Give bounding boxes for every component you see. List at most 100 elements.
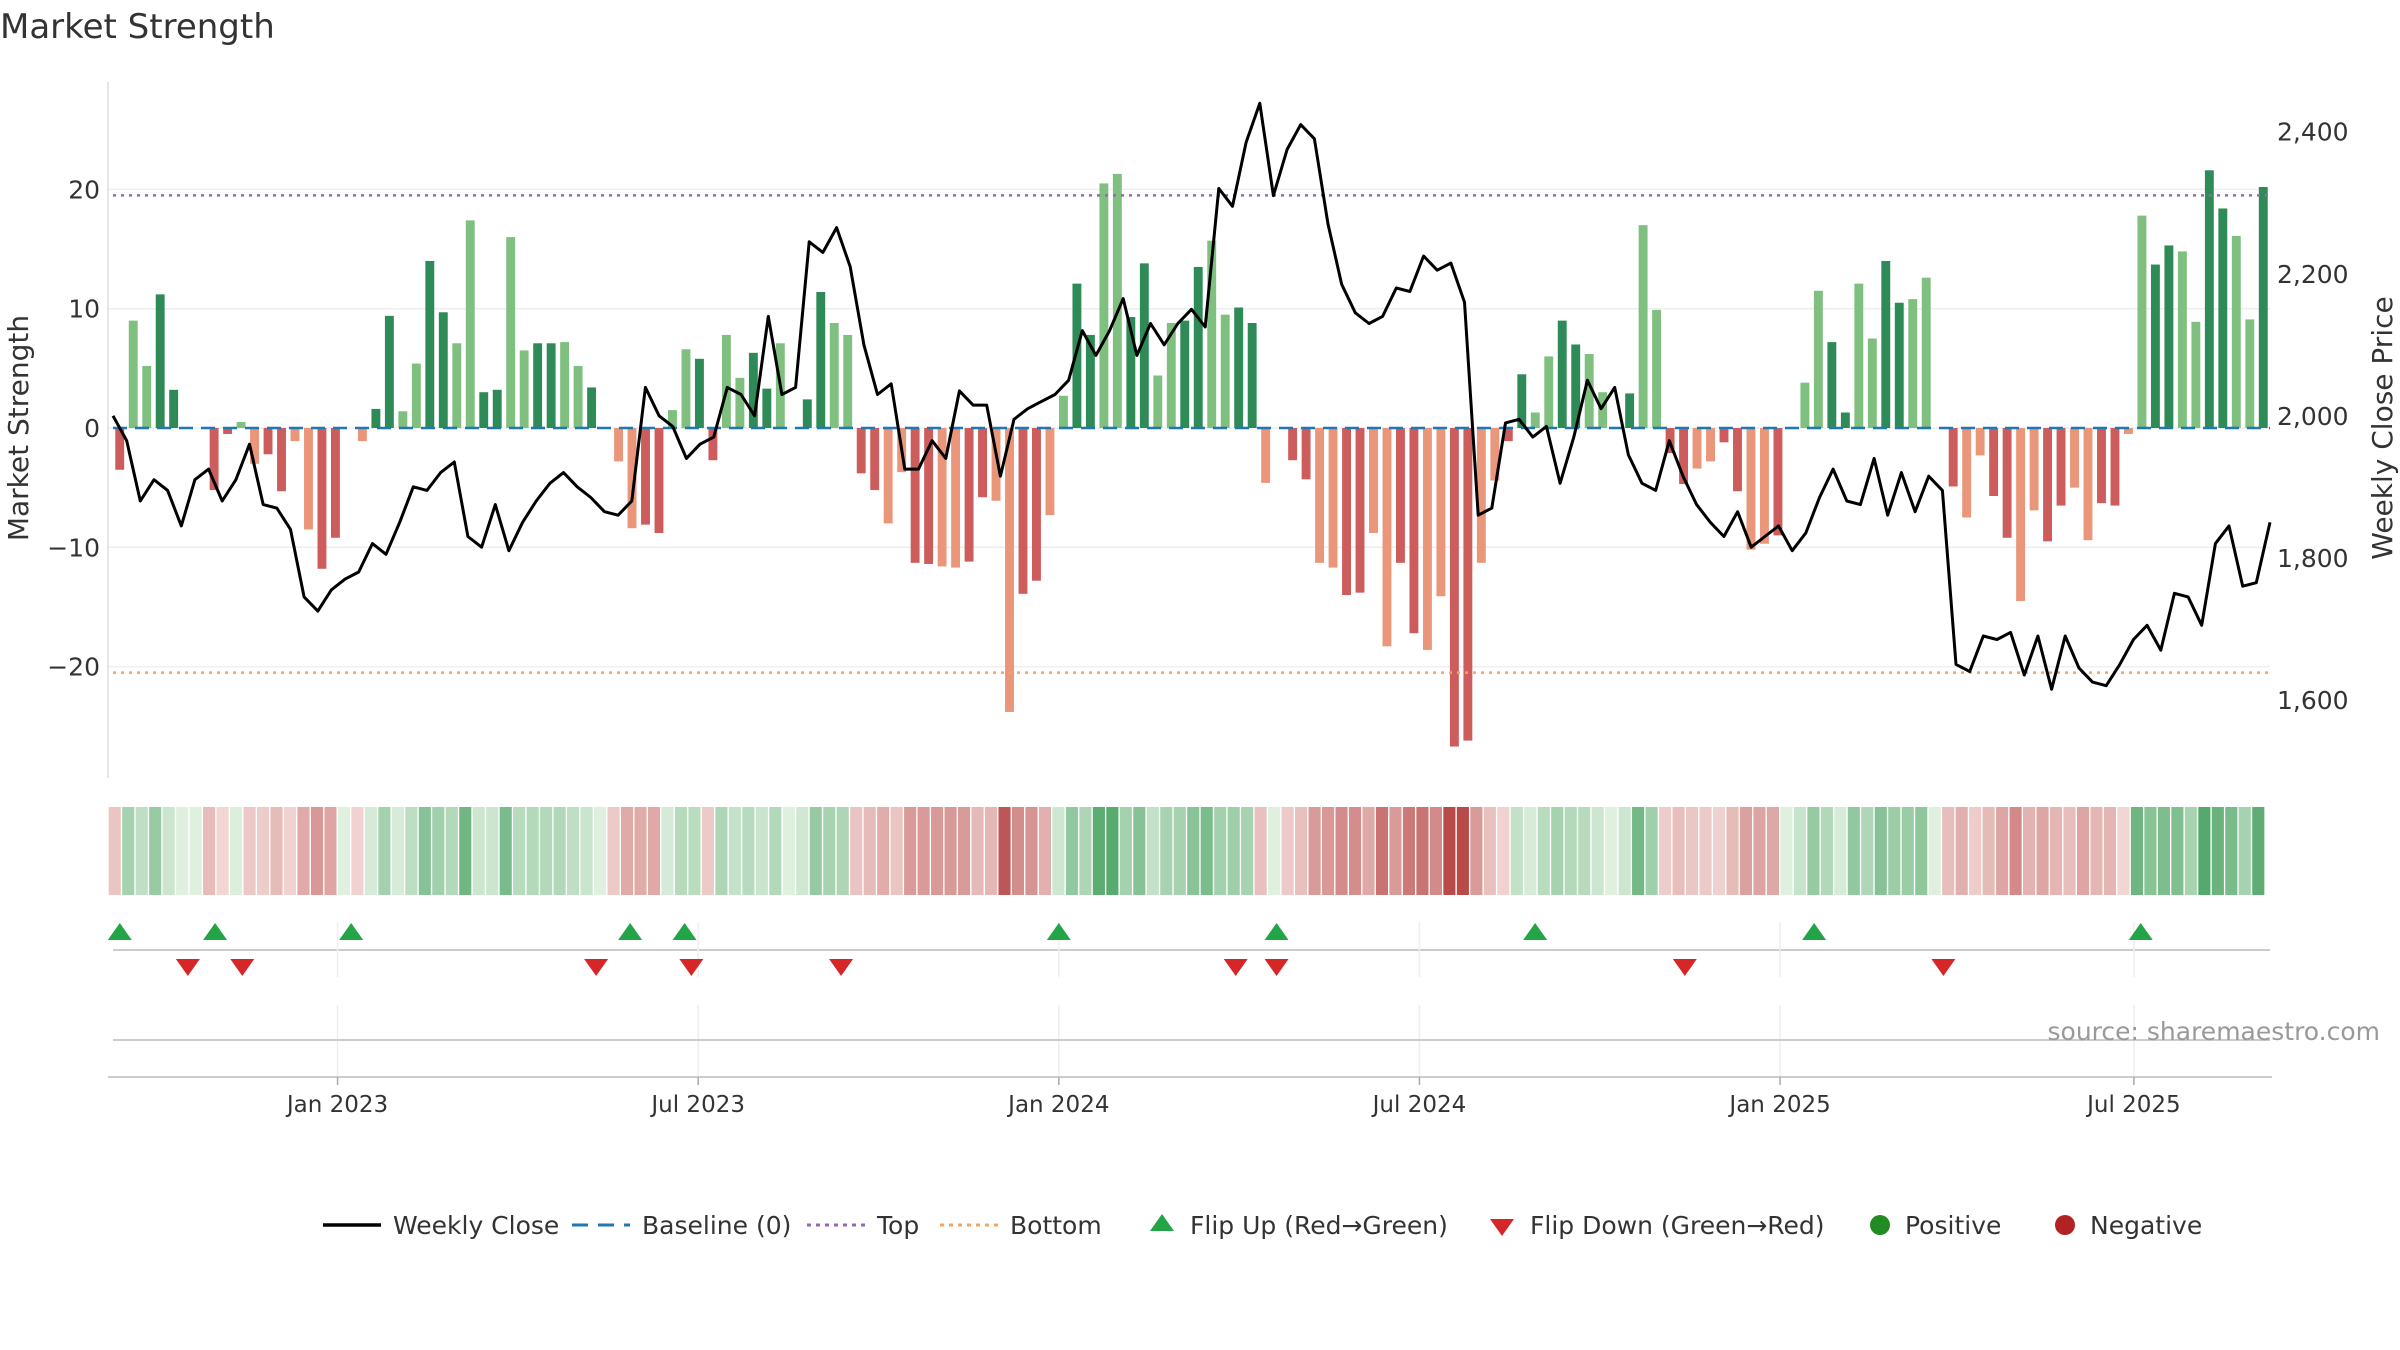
strip-cell (1092, 807, 1105, 895)
strip-cell (2063, 807, 2076, 895)
strength-bar (438, 312, 448, 428)
strip-cell (513, 807, 526, 895)
strength-bar (1342, 428, 1351, 596)
strength-bar (115, 428, 125, 470)
strip-cell (176, 807, 189, 895)
strength-bar (1948, 428, 1958, 487)
strength-bar (627, 428, 637, 529)
strip-cell (1173, 807, 1186, 895)
strip-cell (917, 807, 930, 895)
strip-cell (1524, 807, 1537, 895)
strength-bar (2164, 245, 2174, 428)
strength-bar (465, 220, 475, 428)
strip-cell (499, 807, 512, 895)
flip-down-marker (230, 959, 255, 976)
strip-cell (971, 807, 984, 895)
x-axis-ticks: Jan 2023 Jul 2023 Jan 2024 Jul 2024 Jan 2025… (285, 1077, 2181, 1118)
strength-bar (1436, 428, 1446, 597)
strength-bar (2029, 428, 2039, 511)
strength-bar (1193, 266, 1203, 428)
strip-cell (337, 807, 351, 895)
strip-cell (1888, 807, 1901, 895)
right-tick-label: 2,000 (2277, 402, 2349, 431)
strength-bar (2016, 428, 2026, 601)
strip-cell (1861, 807, 1874, 895)
strip-cell (782, 807, 795, 895)
strength-bar (802, 399, 812, 428)
strip-cell (1847, 807, 1860, 895)
strength-bar (1584, 354, 1594, 428)
strength-bar (573, 365, 583, 428)
strip-cell (526, 807, 539, 895)
strength-bar (1085, 334, 1095, 428)
strength-bar (223, 428, 233, 434)
strength-bar (2056, 428, 2066, 506)
strength-bar (1409, 428, 1419, 634)
flip-down-marker (1672, 959, 1697, 976)
chart-title: Market Strength (0, 7, 275, 47)
flip-up-marker (107, 923, 132, 940)
strip-cell (594, 807, 607, 895)
strip-cell (890, 807, 903, 895)
strip-cell (1011, 807, 1025, 895)
strength-bar (1369, 428, 1378, 533)
legend-swatch (2055, 1215, 2075, 1235)
strength-bar (371, 408, 381, 428)
legend-item: Positive (1870, 1211, 2001, 1240)
strip-cell (998, 807, 1011, 895)
strength-bar (1881, 260, 1891, 428)
strength-bar (1530, 412, 1540, 428)
strip-cell (2130, 807, 2144, 895)
strength-bar (209, 428, 219, 491)
bottom-panel: Jan 2023 Jul 2023 Jan 2024 Jul 2024 Jan 2025… (108, 1005, 2380, 1118)
legend-label: Positive (1905, 1211, 2001, 1240)
strip-cell (1591, 807, 1604, 895)
strength-bar (1962, 428, 1972, 518)
strip-cell (243, 807, 256, 895)
strength-bar (1045, 428, 1055, 516)
strength-bar (1112, 173, 1122, 428)
strength-bar (2191, 321, 2201, 428)
strength-bar (1908, 299, 1918, 428)
strip-cell (1443, 807, 1456, 895)
strip-cell (1874, 807, 1887, 895)
strip-cell (2252, 807, 2265, 895)
strip-cell (769, 807, 782, 895)
strip-cell (1375, 807, 1389, 895)
legend-item: Negative (2055, 1211, 2202, 1240)
strip-cell (1645, 807, 1658, 895)
strip-cell (715, 807, 728, 895)
strip-cell (1362, 807, 1375, 895)
flip-up-marker (1046, 923, 1071, 940)
strip-cell (2184, 807, 2197, 895)
strength-bar (169, 389, 179, 428)
strength-bar (2070, 428, 2079, 488)
strip-cell (1605, 807, 1618, 895)
strip-cell (1901, 807, 1914, 895)
strip-cell (580, 807, 593, 895)
strip-cell (230, 807, 243, 895)
strength-bar (762, 388, 772, 428)
left-tick-label: 10 (68, 295, 100, 324)
strip-cell (931, 807, 944, 895)
strength-bar (277, 428, 286, 492)
strip-cell (1187, 807, 1200, 895)
source-label: source: sharemaestro.com (2048, 1017, 2381, 1046)
strength-bar (1840, 412, 1850, 428)
right-tick-label: 1,800 (2277, 544, 2349, 573)
left-axis-ticks: 20 10 0 −10 −20 (47, 175, 100, 681)
strip-cell (809, 807, 822, 895)
strength-bars (115, 170, 2268, 747)
strength-bar (546, 343, 556, 428)
strip-cell (1955, 807, 1968, 895)
strength-bar (654, 428, 664, 533)
strip-cell (1942, 807, 1955, 895)
strength-bar (721, 334, 731, 428)
strength-bar (587, 387, 597, 428)
strip-cell (1996, 807, 2009, 895)
flip-markers-panel (107, 922, 2270, 977)
flip-down-markers (175, 959, 1956, 976)
strip-cell (351, 807, 364, 895)
strip-cell (1766, 807, 1780, 895)
strength-bar (250, 428, 260, 464)
